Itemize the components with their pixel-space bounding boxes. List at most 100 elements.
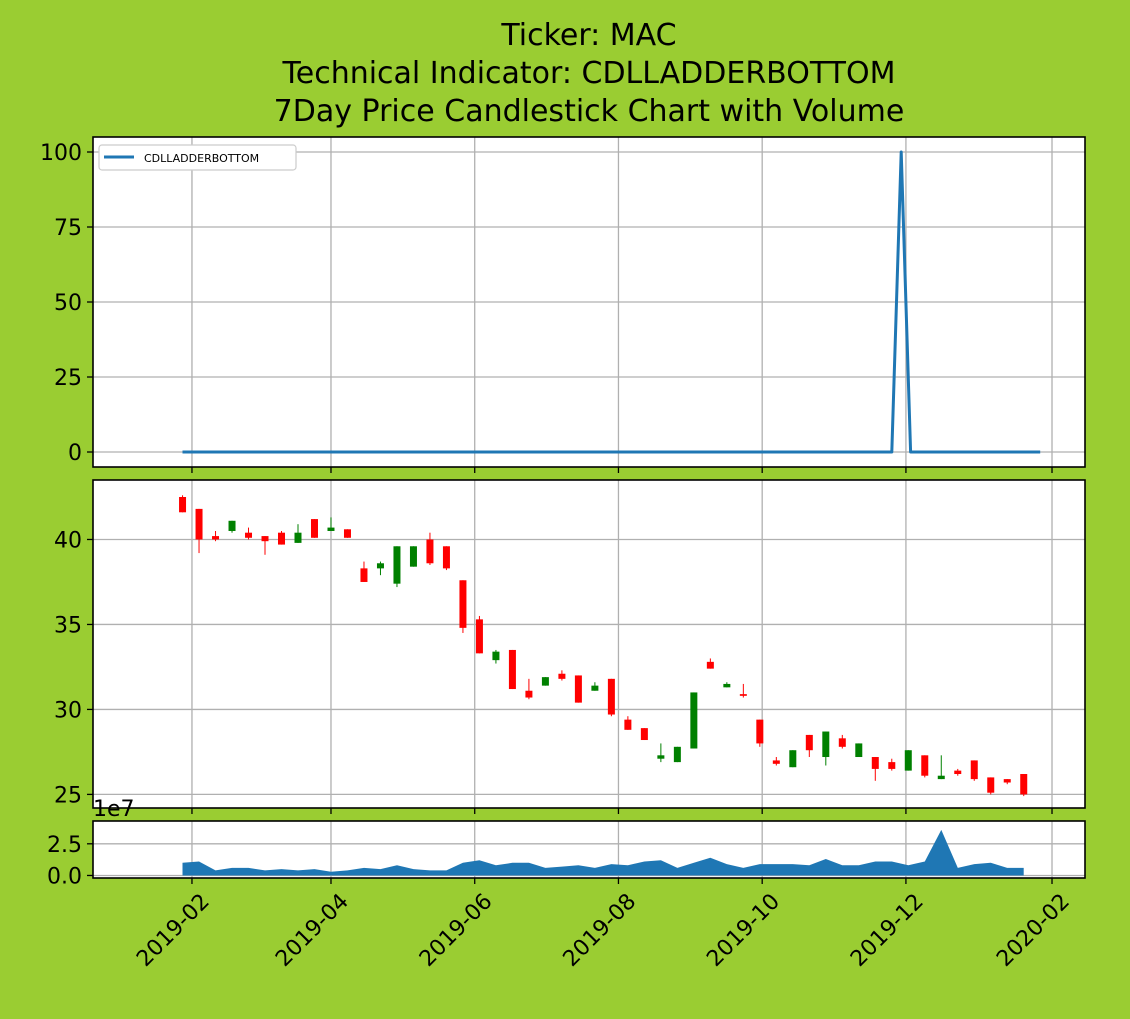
candlestick: [690, 692, 698, 749]
volume-scale-label: 1e7: [93, 797, 135, 822]
x-tick-label: 2019-12: [846, 889, 929, 972]
candlestick: [393, 546, 401, 588]
candle-body-up: [541, 677, 549, 686]
candle-body-down: [838, 738, 846, 747]
x-tick-label: 2019-08: [559, 889, 642, 972]
volume-y-tick-label: 2.5: [47, 833, 82, 858]
legend-label: CDLLADDERBOTTOM: [144, 152, 259, 165]
candlestick: [558, 670, 566, 681]
candlestick: [904, 750, 912, 771]
x-tick-label: 2019-02: [132, 889, 215, 972]
candle-body-up: [376, 563, 384, 569]
candle-body-down: [871, 757, 879, 769]
price-y-tick-label: 30: [54, 698, 82, 723]
indicator-y-tick-label: 0: [68, 441, 82, 466]
candle-body-down: [706, 661, 714, 669]
candle-body-down: [195, 508, 203, 540]
volume-area: [182, 829, 1024, 876]
candlestick: [888, 758, 896, 771]
candlestick: [245, 527, 253, 540]
indicator-legend: CDLLADDERBOTTOM: [98, 144, 297, 171]
candlestick: [310, 519, 318, 538]
price-y-tick-label: 40: [54, 528, 82, 553]
indicator-series-line: [182, 150, 1041, 454]
candle-body-down: [805, 734, 813, 751]
indicator-y-tick-label: 75: [54, 216, 82, 241]
candle-body-up: [409, 546, 417, 567]
candle-body-down: [426, 539, 434, 564]
candlestick: [1020, 774, 1028, 797]
price-frame: [92, 479, 1086, 809]
candlestick: [541, 677, 549, 686]
volume-frame: [92, 820, 1086, 879]
x-tick-label: 2020-02: [992, 889, 1075, 972]
candlestick: [442, 546, 450, 571]
candle-body-up: [723, 683, 731, 688]
candle-body-down: [442, 546, 450, 569]
candlestick: [179, 495, 187, 513]
candlestick: [591, 682, 599, 691]
candlestick: [805, 734, 813, 758]
candle-body-up: [673, 746, 681, 763]
indicator-y-tick-label: 100: [40, 141, 82, 166]
candlestick: [228, 520, 236, 533]
candle-body-down: [574, 675, 582, 703]
candle-body-down: [970, 760, 978, 780]
price-panel: 25 30 35 40: [54, 479, 1086, 814]
legend-box: [98, 144, 297, 171]
x-tick-label: 2019-06: [415, 889, 498, 972]
candle-body-up: [904, 750, 912, 771]
price-y-tick-label: 35: [54, 613, 82, 638]
candle-body-down: [739, 694, 747, 696]
candlestick: [278, 530, 286, 545]
indicator-y-tick-label: 25: [54, 366, 82, 391]
candle-body-up: [492, 651, 500, 661]
candlestick: [723, 682, 731, 688]
candlestick: [822, 731, 830, 766]
candle-body-up: [393, 546, 401, 584]
candle-body-up: [228, 520, 236, 531]
candle-body-down: [1020, 774, 1028, 795]
candlestick: [508, 649, 516, 690]
candlestick: [838, 734, 846, 749]
candlestick: [657, 743, 665, 763]
volume-panel: 0.0 2.5 1e7: [47, 797, 1086, 889]
indicator-y-tick-label: 50: [54, 291, 82, 316]
candle-body-up: [657, 755, 665, 759]
x-axis: 2019-02 2019-04 2019-06 2019-08 2019-10 2019-…: [132, 878, 1075, 972]
candle-body-down: [921, 755, 929, 776]
price-plot-area: [93, 480, 1085, 808]
candlestick: [459, 580, 467, 633]
candlestick: [492, 649, 500, 664]
candle-body-down: [310, 519, 318, 538]
candlestick: [212, 530, 220, 542]
candle-body-down: [475, 619, 483, 654]
candlestick: [921, 755, 929, 778]
volume-y-tick-label: 0.0: [47, 864, 82, 889]
candle-body-down: [459, 580, 467, 628]
candlestick: [376, 561, 384, 576]
candle-body-up: [591, 685, 599, 691]
candlestick: [607, 678, 615, 717]
x-tick-label: 2019-10: [702, 889, 785, 972]
candlestick: [475, 615, 483, 654]
candle-body-down: [756, 719, 764, 744]
candlestick: [195, 508, 203, 554]
indicator-frame: [92, 136, 1086, 468]
candlestick: [525, 678, 533, 700]
candle-body-down: [278, 532, 286, 545]
candlestick: [673, 746, 681, 763]
candlestick: [327, 517, 335, 531]
candle-body-down: [954, 770, 962, 775]
candlestick: [624, 716, 632, 730]
candlestick: [739, 683, 747, 698]
candle-body-down: [360, 568, 368, 582]
candlestick: [789, 750, 797, 768]
candle-body-down: [888, 762, 896, 769]
candle-body-up: [937, 775, 945, 780]
candle-body-up: [789, 750, 797, 768]
candlestick: [294, 524, 302, 543]
candlestick: [1003, 779, 1011, 785]
candle-body-down: [624, 719, 632, 730]
chart-title-line-3: 7Day Price Candlestick Chart with Volume: [274, 94, 905, 129]
